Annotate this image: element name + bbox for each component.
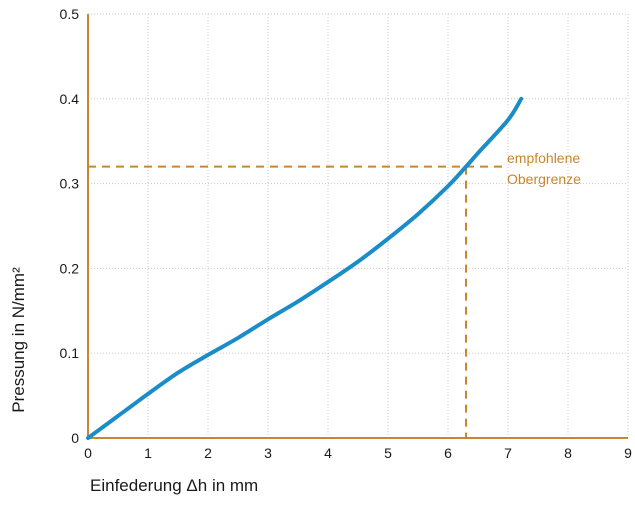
- y-tick-label: 0.5: [60, 6, 80, 22]
- x-tick-label: 9: [624, 445, 632, 461]
- axes: [87, 14, 628, 439]
- x-tick-label: 5: [384, 445, 392, 461]
- x-tick-label: 4: [324, 445, 332, 461]
- y-tick-label: 0.1: [60, 345, 80, 361]
- x-tick-label: 0: [84, 445, 92, 461]
- tick-labels: 0 1 2 3 4 5 6 7 8 9 0 0.1 0.2 0.3 0.4 0.5: [60, 6, 633, 461]
- x-tick-label: 2: [204, 445, 212, 461]
- grid: [88, 13, 629, 438]
- x-tick-label: 6: [444, 445, 452, 461]
- annotation: empfohlene Obergrenze: [507, 150, 581, 187]
- x-tick-label: 7: [504, 445, 512, 461]
- y-axis-title: Pressung in N/mm²: [9, 267, 28, 413]
- x-axis-title: Einfederung Δh in mm: [90, 476, 258, 495]
- series-line: [86, 96, 524, 440]
- y-tick-label: 0.2: [60, 260, 80, 276]
- x-tick-label: 3: [264, 445, 272, 461]
- annotation-label: empfohlene: [507, 150, 580, 166]
- x-tick-label: 1: [144, 445, 152, 461]
- x-tick-label: 8: [564, 445, 572, 461]
- y-tick-label: 0.3: [60, 176, 80, 192]
- reference-lines: [88, 165, 506, 438]
- y-tick-label: 0.4: [60, 91, 80, 107]
- y-tick-label: 0: [71, 430, 79, 446]
- annotation-label: Obergrenze: [507, 171, 581, 187]
- series: [86, 96, 524, 440]
